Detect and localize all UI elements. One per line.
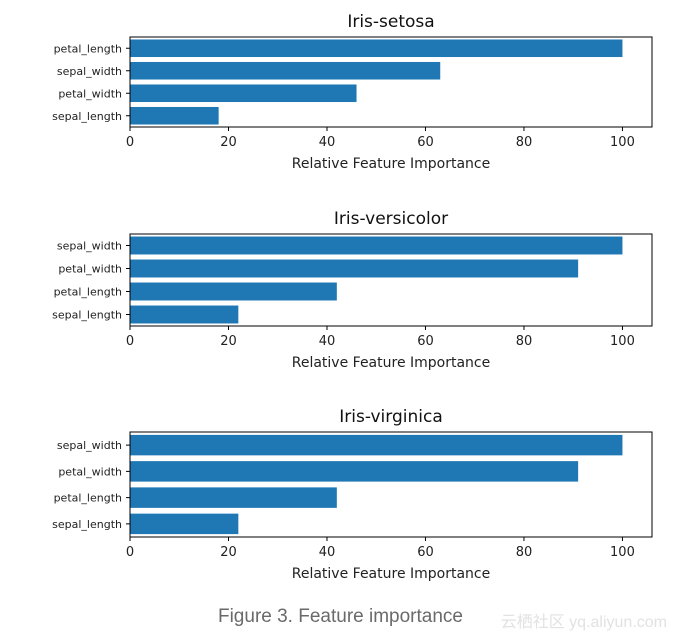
axes-frame — [129, 36, 653, 128]
chart-title: Iris-virginica — [339, 407, 443, 427]
x-tick-label: 80 — [516, 334, 533, 349]
bar-sepal-width — [130, 236, 623, 255]
axes-frame — [129, 431, 653, 538]
x-tick-label: 40 — [319, 545, 336, 560]
x-tick-label: 60 — [417, 135, 434, 150]
bar-sepal-width — [130, 434, 623, 456]
x-tick-label: 100 — [610, 545, 635, 560]
bar-petal-length — [130, 282, 337, 301]
x-tick-label: 0 — [126, 545, 134, 560]
x-tick-label: 0 — [126, 334, 134, 349]
x-tick-label: 40 — [319, 334, 336, 349]
y-tick-label: sepal_width — [57, 65, 122, 78]
bar-petal-width — [130, 461, 579, 482]
bar-petal-length — [130, 487, 337, 508]
x-tick-label: 100 — [610, 334, 635, 349]
y-tick-label: petal_length — [54, 492, 122, 505]
y-tick-label: sepal_length — [52, 110, 122, 123]
axes-frame — [129, 233, 653, 327]
x-tick-label: 0 — [126, 135, 134, 150]
x-tick-label: 20 — [220, 135, 237, 150]
y-tick-label: petal_length — [54, 286, 122, 299]
x-axis-label: Relative Feature Importance — [292, 355, 491, 371]
bar-petal-length — [130, 39, 623, 58]
y-tick-label: sepal_length — [52, 518, 122, 531]
x-tick-label: 100 — [610, 135, 635, 150]
y-tick-label: sepal_length — [52, 309, 122, 322]
x-tick-label: 20 — [220, 545, 237, 560]
x-tick-label: 60 — [417, 545, 434, 560]
bar-sepal-length — [130, 513, 239, 535]
y-tick-label: petal_width — [58, 87, 122, 100]
y-tick-label: petal_width — [58, 263, 122, 276]
figure-caption: Figure 3. Feature importance — [217, 606, 463, 627]
x-tick-label: 60 — [417, 334, 434, 349]
chart-panel-iris-virginica: Iris-virginica sepal_width petal_widthpeta… — [52, 407, 653, 582]
bar-sepal-width — [130, 61, 441, 80]
watermark-text: 云栖社区 yq.aliyun.com — [500, 614, 667, 631]
x-tick-label: 80 — [516, 545, 533, 560]
y-tick-label: sepal_width — [57, 439, 122, 452]
bar-petal-width — [130, 259, 579, 278]
chart-title: Iris-versicolor — [334, 209, 448, 229]
x-axis-label: Relative Feature Importance — [292, 566, 491, 582]
y-tick-label: petal_width — [58, 465, 122, 478]
x-tick-label: 80 — [516, 135, 533, 150]
y-tick-label: sepal_width — [57, 240, 122, 253]
y-tick-label: petal_length — [54, 42, 122, 55]
chart-panel-iris-setosa: Iris-setosa petal_length sepal_width petal_… — [52, 12, 653, 172]
chart-title: Iris-setosa — [347, 12, 434, 32]
x-axis-label: Relative Feature Importance — [292, 156, 491, 172]
bar-sepal-length — [130, 305, 239, 324]
bar-sepal-length — [130, 106, 219, 125]
x-tick-label: 20 — [220, 334, 237, 349]
bar-petal-width — [130, 84, 357, 103]
chart-panel-iris-versicolor: Iris-versicolor sepal_width petal_widthpet… — [52, 209, 653, 371]
x-tick-label: 40 — [319, 135, 336, 150]
